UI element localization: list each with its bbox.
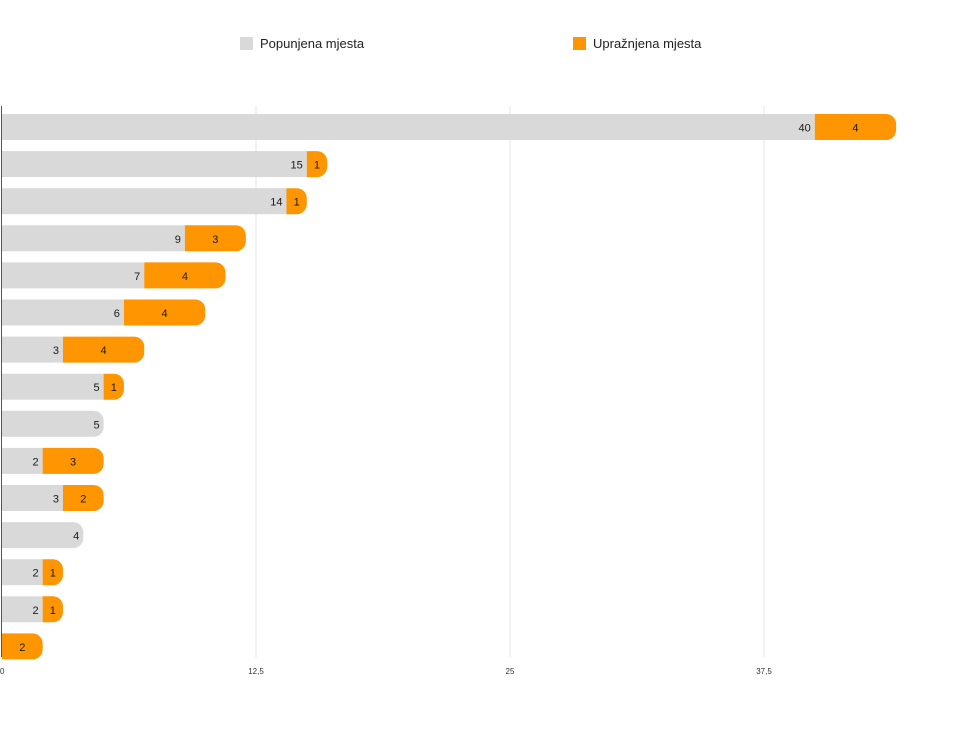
bar-filled-6: [2, 299, 124, 326]
bar-label-vacant-7: 4: [101, 345, 107, 357]
legend: Popunjena mjesta Upražnjena mjesta: [240, 36, 702, 51]
bar-label-vacant-13: 1: [50, 568, 56, 580]
x-tick-label-1: 0: [0, 667, 5, 676]
bar-label-filled-3: 14: [270, 197, 282, 209]
bar-vacant-5: [144, 262, 226, 289]
bar-label-vacant-6: 4: [161, 308, 167, 320]
bar-label-vacant-15: 2: [19, 642, 25, 654]
bar-filled-2: [2, 151, 307, 178]
bar-label-vacant-2: 1: [314, 160, 320, 172]
bar-label-filled-12: 4: [73, 531, 79, 543]
bar-label-vacant-14: 1: [50, 605, 56, 617]
bar-filled-3: [2, 188, 287, 215]
bar-vacant-8: [103, 373, 124, 400]
bar-row-3: 14 1: [2, 188, 307, 215]
legend-swatch-1: [240, 37, 253, 50]
bar-vacant-7: [62, 336, 145, 363]
bar-label-filled-2: 15: [291, 160, 303, 172]
legend-label-1: Popunjena mjesta: [260, 36, 365, 51]
bar-filled-4: [2, 225, 185, 252]
bar-label-filled-10: 2: [33, 456, 39, 468]
bar-vacant-11: [62, 485, 104, 511]
bar-vacant-4: [184, 225, 246, 252]
bar-row-15: 2: [2, 633, 43, 660]
bar-vacant-13: [42, 559, 63, 586]
bar-filled-9: [2, 410, 104, 437]
bar-filled-14: [2, 596, 43, 623]
x-axis: 0 12,5 25 37,5: [0, 106, 772, 676]
bar-filled-11: [2, 485, 63, 511]
bar-filled-1: [2, 114, 815, 140]
bar-row-2: 15 1: [2, 151, 328, 178]
bars: 40 415 114 19 37 46 43 45 152 33 242 12 12: [2, 114, 897, 660]
bar-row-1: 40 4: [2, 114, 897, 140]
bar-filled-5: [2, 262, 145, 289]
bar-vacant-3: [286, 188, 307, 215]
bar-vacant-1: [814, 114, 897, 140]
bar-label-filled-4: 9: [175, 234, 181, 246]
bar-vacant-10: [42, 447, 104, 474]
x-tick-label-2: 12,5: [248, 667, 264, 676]
bar-label-vacant-10: 3: [70, 456, 76, 468]
bar-label-vacant-11: 2: [80, 494, 86, 506]
bar-label-filled-7: 3: [53, 345, 59, 357]
bar-filled-10: [2, 447, 43, 474]
bar-vacant-15: [2, 633, 43, 660]
legend-swatch-2: [573, 37, 586, 50]
bar-label-vacant-3: 1: [294, 197, 300, 209]
bar-row-12: 4: [2, 522, 84, 549]
bar-label-filled-5: 7: [134, 271, 140, 283]
bar-filled-12: [2, 522, 84, 549]
bar-label-vacant-8: 1: [111, 382, 117, 394]
bar-label-vacant-4: 3: [212, 234, 218, 246]
bar-label-filled-8: 5: [93, 382, 99, 394]
bar-label-vacant-5: 4: [182, 271, 188, 283]
bar-label-filled-14: 2: [33, 605, 39, 617]
bar-filled-13: [2, 559, 43, 586]
bar-filled-8: [2, 373, 104, 400]
x-tick-label-3: 25: [506, 667, 515, 676]
bar-label-filled-13: 2: [33, 568, 39, 580]
bar-vacant-6: [123, 299, 206, 326]
bar-vacant-2: [306, 151, 328, 178]
bar-label-vacant-1: 4: [852, 123, 858, 135]
legend-label-2: Upražnjena mjesta: [593, 36, 702, 51]
bar-label-filled-11: 3: [53, 494, 59, 506]
bar-vacant-14: [42, 596, 63, 623]
bar-label-filled-6: 6: [114, 308, 120, 320]
bar-filled-7: [2, 336, 63, 363]
bar-label-filled-1: 40: [799, 123, 811, 135]
bar-row-9: 5: [2, 410, 104, 437]
x-tick-label-4: 37,5: [756, 667, 772, 676]
grid-lines: [255, 106, 765, 657]
bar-label-filled-9: 5: [93, 419, 99, 431]
